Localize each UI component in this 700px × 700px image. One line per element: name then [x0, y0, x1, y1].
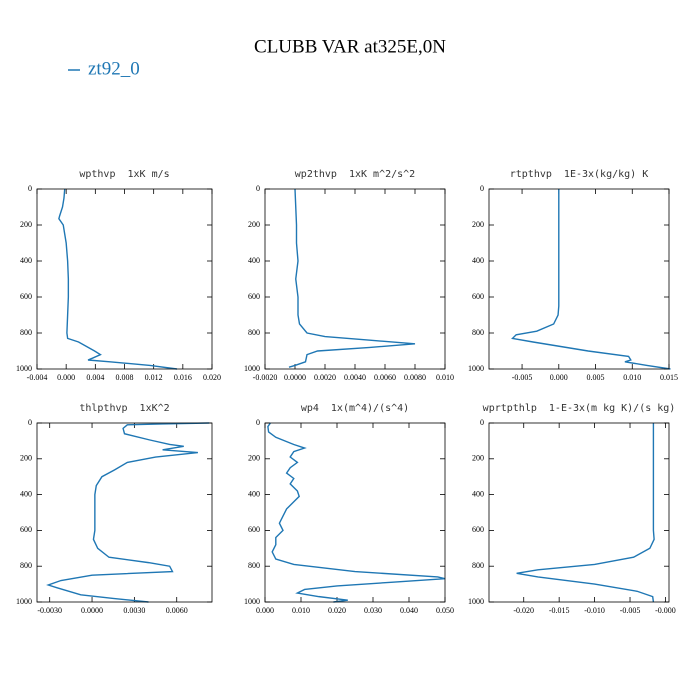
plot-frame [488, 422, 670, 603]
y-tick-label: 400 [472, 489, 484, 498]
profile-line [267, 422, 446, 603]
y-tick-label: 600 [20, 525, 32, 534]
y-tick-label: 1000 [468, 364, 484, 373]
panel-title: rtpthvp 1E-3x(kg/kg) K [510, 169, 648, 180]
x-tick-label: 0.008 [116, 373, 134, 382]
x-tick-label: 0.020 [328, 606, 346, 615]
x-tick-label: -0.005 [512, 373, 533, 382]
y-tick-label: 0 [480, 418, 484, 427]
panel-title: wpthvp 1xK m/s [79, 169, 169, 180]
panel-title: thlpthvp 1xK^2 [79, 403, 169, 414]
x-tick-label: -0.0030 [37, 606, 62, 615]
x-tick-label: 0.0030 [123, 606, 145, 615]
x-tick-label: 0.015 [660, 373, 678, 382]
y-tick-label: 200 [20, 454, 32, 463]
y-tick-label: 1000 [244, 364, 260, 373]
plot-frame [36, 422, 213, 603]
x-tick-label: 0.020 [203, 373, 221, 382]
profile-line [46, 422, 210, 603]
x-tick-label: 0.000 [550, 373, 568, 382]
y-tick-label: 400 [472, 256, 484, 265]
x-tick-label: -0.010 [584, 606, 605, 615]
y-tick-label: 800 [20, 328, 32, 337]
x-tick-label: 0.016 [174, 373, 192, 382]
y-tick-label: 0 [28, 418, 32, 427]
y-tick-label: 200 [248, 454, 260, 463]
y-tick-label: 600 [20, 292, 32, 301]
panel-title: wprtpthlp 1-E-3x(m kg K)/(s kg) [483, 403, 676, 414]
x-tick-label: 0.010 [436, 373, 454, 382]
plot-frame [264, 422, 446, 603]
y-tick-label: 800 [472, 328, 484, 337]
y-tick-label: 1000 [16, 597, 32, 606]
x-tick-label: -0.000 [655, 606, 676, 615]
profile-line [58, 188, 178, 370]
figure-title: CLUBB VAR at325E,0N [254, 36, 446, 57]
y-tick-label: 600 [248, 292, 260, 301]
profile-line [516, 423, 655, 603]
x-tick-label: 0.0040 [344, 373, 366, 382]
y-tick-label: 200 [472, 454, 484, 463]
x-tick-label: 0.050 [436, 606, 454, 615]
y-tick-label: 200 [20, 220, 32, 229]
y-tick-label: 600 [472, 292, 484, 301]
plot-frame [488, 188, 670, 370]
x-tick-label: -0.020 [513, 606, 534, 615]
y-tick-label: 0 [256, 418, 260, 427]
x-tick-label: 0.0000 [284, 373, 306, 382]
y-tick-label: 0 [256, 184, 260, 193]
x-tick-label: 0.0000 [81, 606, 103, 615]
y-tick-label: 400 [248, 489, 260, 498]
y-tick-label: 800 [472, 561, 484, 570]
x-tick-label: -0.015 [549, 606, 570, 615]
panel-title: wp2thvp 1xK m^2/s^2 [295, 169, 415, 180]
x-tick-label: 0.0080 [404, 373, 426, 382]
y-tick-label: 1000 [468, 597, 484, 606]
y-tick-label: 400 [248, 256, 260, 265]
y-tick-label: 600 [472, 525, 484, 534]
plot-frame [36, 188, 213, 370]
y-tick-label: 200 [472, 220, 484, 229]
panel-title: wp4 1x(m^4)/(s^4) [301, 403, 409, 414]
y-tick-label: 1000 [16, 364, 32, 373]
y-tick-label: 0 [480, 184, 484, 193]
y-tick-label: 800 [248, 561, 260, 570]
y-tick-label: 0 [28, 184, 32, 193]
y-tick-label: 800 [20, 561, 32, 570]
profile-line [288, 188, 416, 368]
profile-line [511, 189, 671, 370]
x-tick-label: 0.0060 [166, 606, 188, 615]
y-tick-label: 1000 [244, 597, 260, 606]
x-tick-label: -0.004 [27, 373, 48, 382]
y-tick-label: 400 [20, 489, 32, 498]
x-tick-label: 0.012 [145, 373, 163, 382]
x-tick-label: 0.0020 [314, 373, 336, 382]
y-tick-label: 400 [20, 256, 32, 265]
x-tick-label: 0.030 [364, 606, 382, 615]
x-tick-label: -0.005 [620, 606, 641, 615]
x-tick-label: 0.040 [400, 606, 418, 615]
x-tick-label: -0.0020 [253, 373, 278, 382]
x-tick-label: 0.004 [86, 373, 104, 382]
plot-frame [264, 188, 446, 370]
y-tick-label: 200 [248, 220, 260, 229]
x-tick-label: 0.010 [623, 373, 641, 382]
x-tick-label: 0.010 [292, 606, 310, 615]
x-tick-label: 0.005 [587, 373, 605, 382]
y-tick-label: 600 [248, 525, 260, 534]
x-tick-label: 0.000 [256, 606, 274, 615]
x-tick-label: 0.000 [57, 373, 75, 382]
y-tick-label: 800 [248, 328, 260, 337]
x-tick-label: 0.0060 [374, 373, 396, 382]
legend-label: zt92_0 [88, 58, 140, 79]
